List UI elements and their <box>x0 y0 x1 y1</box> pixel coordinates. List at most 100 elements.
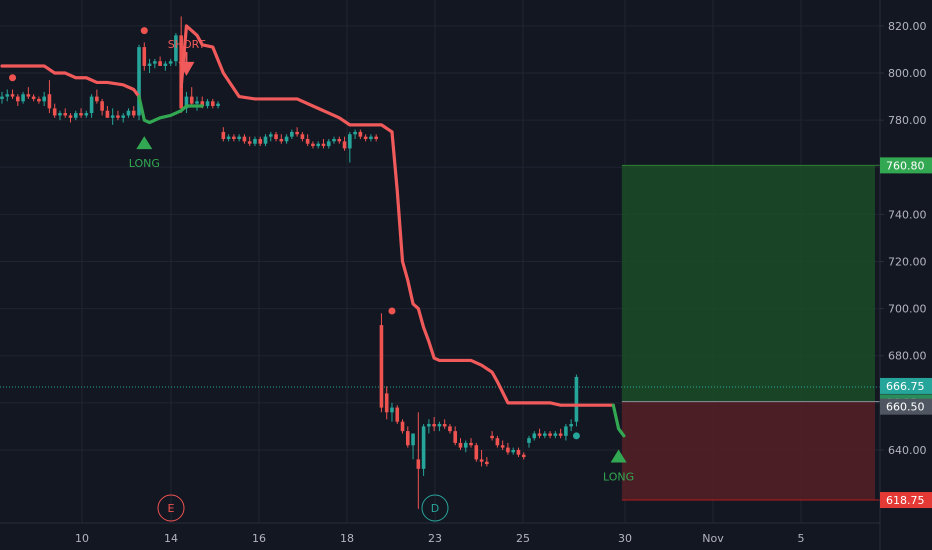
candle <box>506 442 510 455</box>
candle-body <box>300 134 305 139</box>
signal-dot <box>388 307 396 315</box>
candle-body <box>490 435 494 439</box>
candle <box>384 386 389 420</box>
candle <box>337 136 342 144</box>
candle-body <box>369 136 373 139</box>
time-tick-label: 23 <box>428 532 442 545</box>
trailing-stop-long <box>137 94 204 125</box>
candle-body <box>463 442 468 448</box>
candle <box>73 110 78 121</box>
candle <box>47 80 52 114</box>
candle <box>58 110 62 121</box>
candle <box>437 421 442 432</box>
candle <box>553 431 558 439</box>
candle <box>348 131 352 163</box>
candle-body <box>105 110 110 118</box>
candles <box>0 16 579 509</box>
candle-body <box>485 461 489 465</box>
candle <box>274 131 278 142</box>
signals: LONG SHORT LONG <box>9 27 634 483</box>
short-signal-arrow <box>178 61 195 76</box>
position-zones <box>0 164 880 501</box>
candle <box>421 424 426 476</box>
candle-body <box>142 47 147 66</box>
signal-dot <box>572 432 580 440</box>
candle-body <box>205 101 210 107</box>
candle-body <box>284 136 289 142</box>
candle-body <box>63 113 68 116</box>
candle <box>84 110 89 118</box>
candle-body <box>400 421 405 432</box>
long-signal-label: LONG <box>129 157 160 170</box>
candle <box>427 419 431 434</box>
price-tick-label: 780.00 <box>888 114 927 127</box>
candle-body <box>469 442 473 446</box>
candle <box>205 98 210 109</box>
candle-body <box>384 393 389 413</box>
candle-body <box>274 134 278 139</box>
candle-body <box>116 115 120 118</box>
candle-body <box>290 131 294 137</box>
candle-body <box>405 431 410 446</box>
candle <box>326 138 331 149</box>
candle <box>395 405 400 425</box>
candle-body <box>232 136 236 139</box>
price-tick-label: 820.00 <box>888 20 927 33</box>
price-label-bg <box>880 157 932 174</box>
candle <box>363 134 368 142</box>
time-tick-label: 10 <box>75 532 89 545</box>
candle-body <box>548 433 552 436</box>
candle-body <box>363 136 368 139</box>
candle-body <box>258 138 263 144</box>
short-signal-label: SHORT <box>168 38 206 51</box>
candle <box>463 440 468 453</box>
candle <box>26 87 31 99</box>
long-signal-arrow <box>610 449 627 463</box>
candle <box>479 449 484 467</box>
time-tick-label: 18 <box>340 532 354 545</box>
candle <box>121 113 126 123</box>
candle <box>268 131 273 142</box>
time-tick-label: 14 <box>164 532 178 545</box>
price-tick-label: 680.00 <box>888 350 927 363</box>
candle-body <box>131 110 136 116</box>
candle <box>332 136 336 144</box>
candle <box>284 134 289 144</box>
candle <box>311 141 315 149</box>
candle-body <box>564 426 568 436</box>
long-signal-label: LONG <box>603 470 634 483</box>
candle <box>258 136 263 147</box>
candle-body <box>353 131 357 135</box>
candle <box>237 134 241 142</box>
candle <box>163 61 168 71</box>
candle <box>232 134 236 142</box>
candle <box>100 98 104 116</box>
candle-body <box>10 94 15 97</box>
candle <box>263 134 268 147</box>
time-axis[interactable]: 10 14 16 18 23 25 30 Nov 5 <box>75 532 805 545</box>
candle-body <box>153 61 157 64</box>
candle-body <box>58 113 62 116</box>
candle <box>358 129 363 139</box>
candle <box>369 134 373 142</box>
candle-body <box>126 110 131 116</box>
candle <box>221 127 226 142</box>
candle-body <box>411 433 415 446</box>
candle-body <box>311 143 315 147</box>
candle-body <box>500 445 505 448</box>
candle-body <box>358 131 363 137</box>
trailing-stop-short <box>0 64 141 99</box>
candle-body <box>168 61 173 64</box>
candle <box>442 419 447 429</box>
candle <box>305 134 310 147</box>
candle <box>511 447 515 455</box>
candle-body <box>268 134 273 137</box>
price-label-stop: 618.75 <box>886 494 925 507</box>
candle-body <box>110 115 115 118</box>
candle <box>10 89 15 99</box>
candle-body <box>279 138 284 142</box>
candle-body <box>479 459 484 462</box>
candle <box>5 89 10 102</box>
